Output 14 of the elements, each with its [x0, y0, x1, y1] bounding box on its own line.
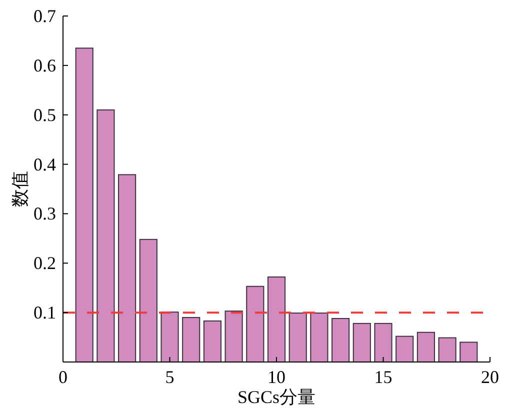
x-tick-label: 15	[374, 367, 392, 387]
x-axis-title: SGCs分量	[237, 387, 316, 407]
y-tick-label: 0.1	[34, 302, 56, 323]
x-tick-label: 10	[268, 367, 286, 387]
y-tick-label: 0.3	[34, 204, 56, 224]
y-tick-label: 0.7	[34, 6, 56, 26]
y-tick-label: 0.2	[34, 253, 56, 274]
x-tick-label: 5	[165, 367, 174, 387]
y-tick-label: 0.5	[34, 104, 56, 125]
y-tick-label: 0.6	[34, 55, 56, 76]
y-tick-label: 0.4	[34, 154, 56, 174]
x-tick-label: 0	[58, 367, 68, 387]
y-axis-title: 数值	[10, 171, 30, 207]
x-tick-label: 20	[481, 367, 499, 387]
